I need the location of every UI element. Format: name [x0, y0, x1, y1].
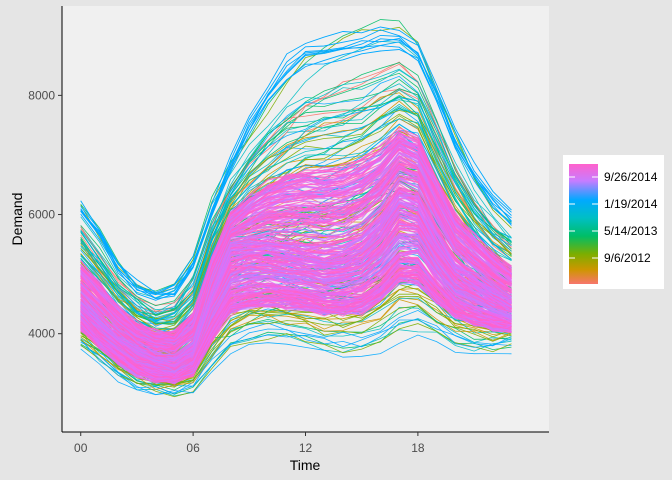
- series-line: [80, 143, 512, 340]
- series-line: [80, 305, 512, 385]
- y-tick-label: 4000: [28, 327, 55, 341]
- series-line: [80, 299, 512, 390]
- series-line: [80, 323, 512, 398]
- y-axis-title: Demand: [9, 193, 25, 246]
- legend-label: 1/19/2014: [604, 197, 658, 211]
- series-line: [80, 103, 512, 323]
- series-line: [80, 169, 512, 348]
- series-line: [80, 105, 512, 324]
- series-line: [80, 94, 512, 323]
- series-line: [80, 96, 512, 316]
- series-line: [80, 221, 512, 365]
- series-line: [80, 209, 512, 367]
- series-line: [80, 68, 512, 311]
- series-line: [80, 45, 512, 300]
- legend-colorbar: [569, 164, 598, 284]
- x-tick-label: 12: [299, 441, 313, 455]
- series-line: [80, 38, 512, 295]
- legend-label: 5/14/2013: [604, 224, 658, 238]
- series-line: [80, 107, 512, 327]
- legend-label: 9/6/2012: [604, 251, 651, 265]
- series-line: [80, 279, 512, 381]
- series-line: [80, 148, 512, 343]
- series-line: [80, 179, 512, 357]
- x-tick-label: 00: [74, 441, 88, 455]
- series-line: [80, 110, 512, 323]
- series-line: [80, 159, 512, 351]
- series-line: [80, 259, 512, 379]
- series-line: [80, 334, 512, 396]
- series-line: [80, 203, 512, 366]
- series-lines: [80, 19, 512, 398]
- series-line: [80, 189, 512, 363]
- series-line: [80, 78, 512, 317]
- y-tick-label: 6000: [28, 208, 55, 222]
- series-line: [80, 89, 512, 319]
- series-line: [80, 319, 512, 396]
- series-line: [80, 134, 512, 339]
- series-line: [80, 118, 512, 330]
- series-line: [80, 223, 512, 371]
- legend: 9/26/2014 1/19/2014 5/14/2013 9/6/2012: [563, 155, 664, 289]
- legend-label: 9/26/2014: [604, 170, 658, 184]
- series-line: [80, 272, 512, 382]
- series-line: [80, 142, 512, 336]
- series-line: [80, 232, 512, 373]
- series-line: [80, 250, 512, 378]
- series-line: [80, 29, 512, 295]
- series-line: [80, 38, 512, 299]
- x-tick-label: 18: [411, 441, 425, 455]
- x-axis-title: Time: [290, 457, 321, 473]
- series-line: [80, 257, 512, 378]
- series-line: [80, 135, 512, 335]
- series-line: [80, 178, 512, 356]
- series-line: [80, 249, 512, 375]
- series-line: [80, 97, 512, 322]
- series-line: [80, 276, 512, 382]
- series-line: [80, 26, 512, 294]
- series-line: [80, 129, 512, 337]
- series-line: [80, 295, 512, 388]
- legend-ticks: 9/26/2014 1/19/2014 5/14/2013 9/6/2012: [569, 170, 658, 265]
- series-line: [80, 264, 512, 381]
- axes: 4000 6000 8000 00 06 12 18: [28, 88, 425, 455]
- series-line: [80, 241, 512, 373]
- series-line: [80, 155, 512, 343]
- series-line: [80, 145, 512, 344]
- x-tick-label: 06: [186, 441, 200, 455]
- series-line: [80, 75, 512, 315]
- y-tick-label: 8000: [28, 88, 55, 102]
